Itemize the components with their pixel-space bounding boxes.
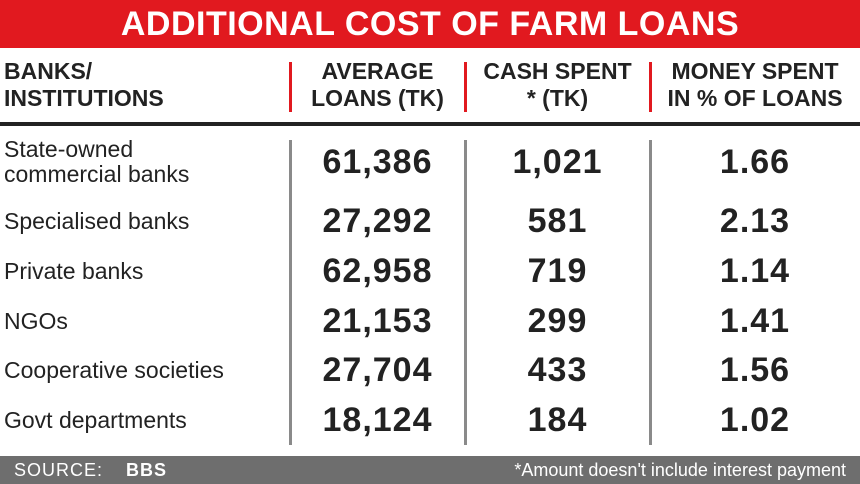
column-header: CASH SPENT * (TK) — [483, 58, 632, 111]
footnote: *Amount doesn't include interest payment — [514, 460, 846, 480]
cell-value: 21,153 — [322, 301, 433, 340]
row-label: State-owned commercial banks — [4, 136, 190, 187]
cell-value: 1.56 — [719, 350, 791, 389]
header-separator — [289, 62, 292, 112]
cell-value: 61,386 — [322, 142, 433, 181]
source-label: SOURCE: — [14, 460, 104, 480]
cell-value: 1.66 — [719, 142, 791, 181]
column-separator — [289, 140, 292, 445]
column-header: MONEY SPENT IN % OF LOANS — [667, 58, 843, 111]
cell-value: 27,704 — [322, 350, 433, 389]
row-label: Cooperative societies — [4, 356, 224, 383]
cell-value: 581 — [527, 201, 588, 240]
cell-value: 62,958 — [322, 251, 433, 290]
cell-value: 1.14 — [719, 251, 791, 290]
column-separator — [649, 140, 652, 445]
header-separator — [464, 62, 467, 112]
cell-value: 1.02 — [719, 400, 791, 439]
cell-value: 719 — [527, 251, 588, 290]
cell-value: 2.13 — [719, 201, 791, 240]
row-label: Govt departments — [4, 406, 187, 433]
cell-value: 1,021 — [512, 142, 603, 181]
header-separator — [649, 62, 652, 112]
cell-value: 1.41 — [719, 301, 791, 340]
title-bar: ADDITIONAL COST OF FARM LOANS — [0, 0, 860, 48]
row-label: NGOs — [4, 307, 68, 334]
column-header: AVERAGE LOANS (TK) — [311, 58, 444, 111]
header-rule — [0, 122, 860, 126]
cell-value: 433 — [527, 350, 588, 389]
source: BBS — [126, 460, 168, 480]
row-label: Specialised banks — [4, 207, 190, 234]
cell-value: 184 — [527, 400, 588, 439]
cell-value: 299 — [527, 301, 588, 340]
column-header: BANKS/ INSTITUTIONS — [4, 58, 164, 111]
row-label: Private banks — [4, 257, 144, 284]
column-separator — [464, 140, 467, 445]
cell-value: 27,292 — [322, 201, 433, 240]
cell-value: 18,124 — [322, 400, 433, 439]
footer: SOURCE: BBS *Amount doesn't include inte… — [0, 456, 860, 484]
